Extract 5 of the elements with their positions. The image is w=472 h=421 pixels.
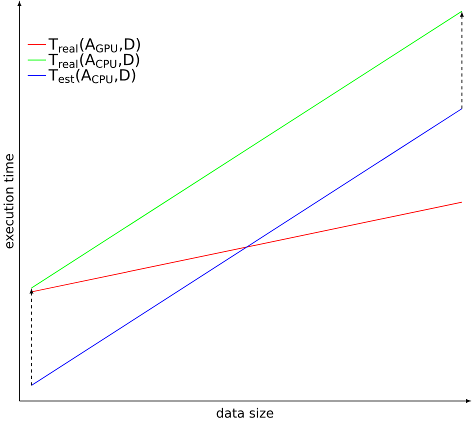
- legend-label: T$_{real}$(A$_{CPU}$,D): [48, 53, 140, 68]
- x-axis-title: data size: [216, 408, 274, 418]
- y-axis-title: execution time: [4, 154, 14, 248]
- legend-label: T$_{real}$(A$_{GPU}$,D): [48, 38, 140, 52]
- legend-label: T$_{est}$(A$_{CPU}$,D): [48, 68, 136, 84]
